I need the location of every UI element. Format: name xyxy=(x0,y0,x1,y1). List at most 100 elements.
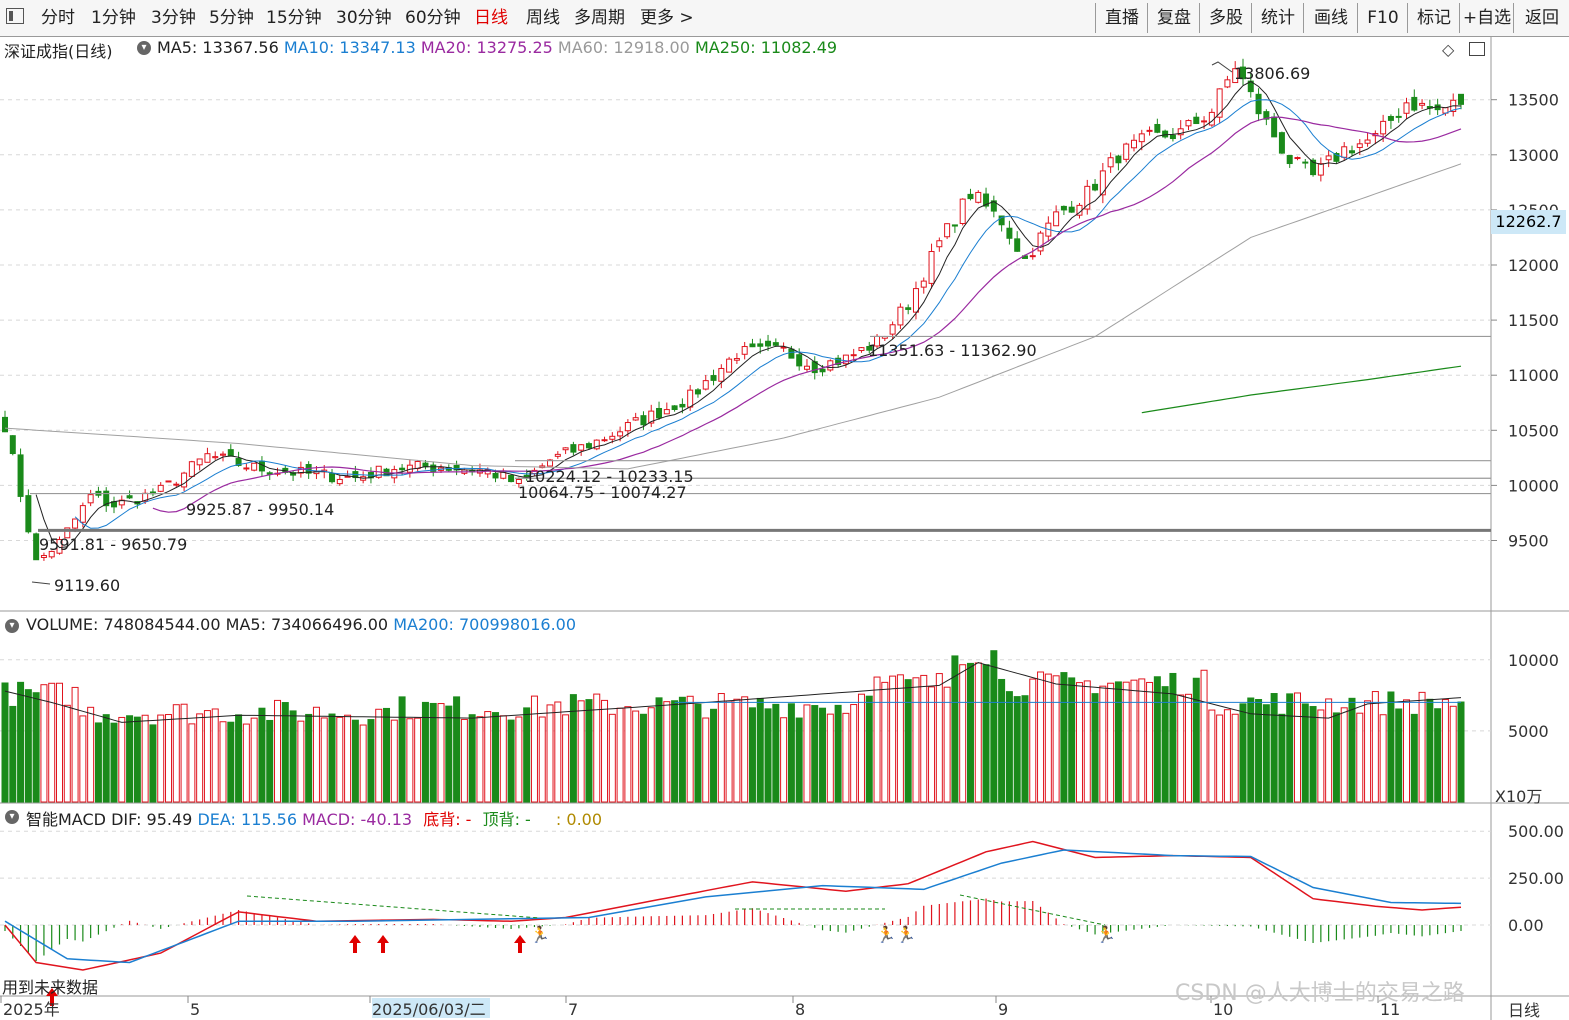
dea-line xyxy=(4,849,1462,964)
volume-bar-110 xyxy=(857,693,865,803)
toolbar-button-4[interactable]: 画线 xyxy=(1303,3,1358,33)
toolbar-button-3[interactable]: 统计 xyxy=(1251,3,1304,33)
volume-bar-64 xyxy=(499,715,507,803)
candle-body-58 xyxy=(453,464,460,471)
candle-58 xyxy=(453,460,460,476)
candle-body-129 xyxy=(1006,227,1013,239)
current-price-box: 12262.7 xyxy=(1491,210,1566,234)
candle-149 xyxy=(1162,129,1169,139)
volume-bar-130 xyxy=(1013,696,1021,803)
candle-body-77 xyxy=(601,439,608,442)
volume-bar-16 xyxy=(126,715,134,803)
volume-bar-138 xyxy=(1075,682,1083,803)
period-tab-1[interactable]: 1分钟 xyxy=(91,8,136,28)
volume-bar-160 xyxy=(1247,697,1255,803)
volume-bar-93 xyxy=(725,700,733,803)
candle-body-161 xyxy=(1255,93,1262,115)
candle-body-118 xyxy=(920,280,927,288)
candle-body-70 xyxy=(547,459,554,467)
volume-bar-57 xyxy=(445,705,453,803)
candle-body-180 xyxy=(1403,102,1410,114)
zone-label-4: 11351.63 - 11362.90 xyxy=(868,341,1037,360)
ma250-label: MA250: 11082.49 xyxy=(694,38,838,57)
candle-116 xyxy=(905,304,912,315)
volume-bar-177 xyxy=(1379,714,1387,803)
candle-body-91 xyxy=(710,375,717,381)
volume-bar-182 xyxy=(1418,691,1426,803)
candle-179 xyxy=(1395,108,1402,123)
volume-bar-84 xyxy=(655,697,663,803)
volume-bar-60 xyxy=(468,714,476,803)
diamond-icon[interactable]: ◇ xyxy=(1442,40,1455,59)
period-tab-2[interactable]: 3分钟 xyxy=(151,8,196,28)
panel-toggle-icon[interactable] xyxy=(1469,42,1485,56)
candle-body-4 xyxy=(33,533,40,561)
volume-bar-123 xyxy=(959,664,967,803)
candle-115 xyxy=(897,303,904,330)
time-label-3: 7 xyxy=(568,1000,578,1019)
zone-label-0: 9591.81 - 9650.79 xyxy=(39,535,187,554)
volume-legend: VOLUME: 748084544.00 MA5: 734066496.00 M… xyxy=(26,615,576,634)
volume-bar-112 xyxy=(873,676,881,803)
candle-body-162 xyxy=(1263,111,1270,120)
volume-bars-group xyxy=(1,650,1465,803)
volume-bar-73 xyxy=(569,694,577,803)
volume-bar-27 xyxy=(211,708,219,803)
candle-body-93 xyxy=(726,358,733,373)
toolbar-button-8[interactable]: 返回 xyxy=(1513,3,1569,33)
candle-118 xyxy=(920,277,927,294)
candle-body-103 xyxy=(803,365,810,370)
period-tab-4[interactable]: 15分钟 xyxy=(266,8,322,28)
macd-settings-icon[interactable]: ▾ xyxy=(5,810,19,824)
period-tab-10[interactable]: 更多 > xyxy=(640,8,694,28)
period-tab-7[interactable]: 日线 xyxy=(474,8,508,28)
candle-120 xyxy=(936,237,943,252)
candle-body-166 xyxy=(1294,157,1301,160)
toolbar-button-2[interactable]: 多股 xyxy=(1199,3,1252,33)
period-tab-6[interactable]: 60分钟 xyxy=(405,8,461,28)
candle-29 xyxy=(227,444,234,457)
volume-bar-76 xyxy=(593,693,601,803)
toolbar-button-0[interactable]: 直播 xyxy=(1095,3,1148,33)
window-layout-icon[interactable] xyxy=(6,8,24,24)
candle-144 xyxy=(1123,142,1130,163)
candle-181 xyxy=(1411,89,1418,112)
volume-bar-46 xyxy=(359,724,367,803)
volume-bar-70 xyxy=(546,704,554,803)
candle-body-83 xyxy=(648,410,655,424)
volume-bar-71 xyxy=(554,701,562,803)
volume-bar-102 xyxy=(795,717,803,803)
period-tab-5[interactable]: 30分钟 xyxy=(336,8,392,28)
period-tab-0[interactable]: 分时 xyxy=(41,8,75,28)
volume-settings-icon[interactable]: ▾ xyxy=(5,619,19,633)
volume-bar-142 xyxy=(1107,682,1115,803)
candle-164 xyxy=(1278,131,1285,154)
volume-bar-74 xyxy=(577,700,585,803)
volume-bar-109 xyxy=(850,704,858,803)
volume-bar-162 xyxy=(1262,704,1270,803)
volume-bar-56 xyxy=(437,703,445,803)
period-tab-8[interactable]: 周线 xyxy=(526,8,560,28)
settings-circle-icon[interactable]: ▾ xyxy=(137,41,151,55)
candle-148 xyxy=(1154,118,1161,134)
candle-141 xyxy=(1099,162,1106,204)
volume-bar-99 xyxy=(772,703,780,803)
candle-5 xyxy=(40,552,47,561)
candle-body-22 xyxy=(173,483,180,486)
toolbar-button-1[interactable]: 复盘 xyxy=(1147,3,1200,33)
volume-bar-5 xyxy=(40,684,48,803)
toolbar-button-7[interactable]: +自选 xyxy=(1459,3,1514,33)
volume-bar-47 xyxy=(367,719,375,803)
toolbar-button-5[interactable]: F10 xyxy=(1357,3,1408,33)
volume-bar-159 xyxy=(1239,703,1247,803)
time-label-1: 5 xyxy=(190,1000,200,1019)
toolbar-button-6[interactable]: 标记 xyxy=(1407,3,1460,33)
candle-body-16 xyxy=(126,495,133,499)
candle-body-143 xyxy=(1115,155,1122,164)
period-tab-3[interactable]: 5分钟 xyxy=(209,8,254,28)
candle-26 xyxy=(204,447,211,463)
ma5-label: MA5: 13367.56 xyxy=(157,38,279,57)
candle-73 xyxy=(570,441,577,456)
period-tab-9[interactable]: 多周期 xyxy=(574,8,625,28)
